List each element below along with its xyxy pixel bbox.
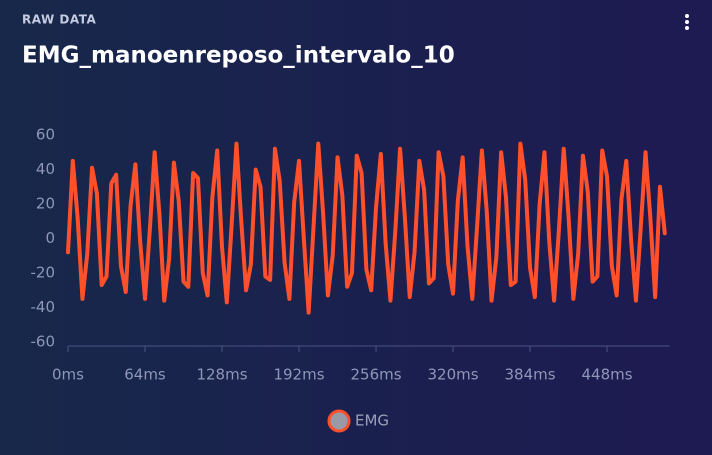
chart-title: EMG_manoenreposo_intervalo_10 — [22, 43, 455, 69]
y-tick-label: -40 — [31, 298, 56, 316]
menu-dot — [685, 26, 689, 30]
menu-dot — [685, 20, 689, 24]
x-tick-label: 128ms — [196, 366, 247, 384]
x-tick-label: 0ms — [52, 366, 84, 384]
legend-label: EMG — [355, 412, 389, 430]
x-tick-label: 64ms — [124, 366, 166, 384]
menu-dot — [685, 14, 689, 18]
y-tick-label: 0 — [45, 229, 55, 247]
x-tick-label: 320ms — [427, 366, 478, 384]
y-tick-label: 40 — [36, 160, 55, 178]
y-tick-label: 20 — [36, 195, 55, 213]
x-tick-label: 384ms — [504, 366, 555, 384]
y-tick-label: -60 — [31, 333, 56, 351]
card-label: RAW DATA — [22, 13, 96, 27]
x-tick-label: 192ms — [273, 366, 324, 384]
x-tick-label: 448ms — [582, 366, 633, 384]
data-line — [66, 141, 667, 315]
y-tick-label: -20 — [31, 264, 56, 282]
menu-button[interactable] — [685, 14, 689, 30]
y-tick-label: 60 — [36, 126, 55, 144]
legend-swatch — [327, 409, 351, 433]
x-tick-label: 256ms — [350, 366, 401, 384]
